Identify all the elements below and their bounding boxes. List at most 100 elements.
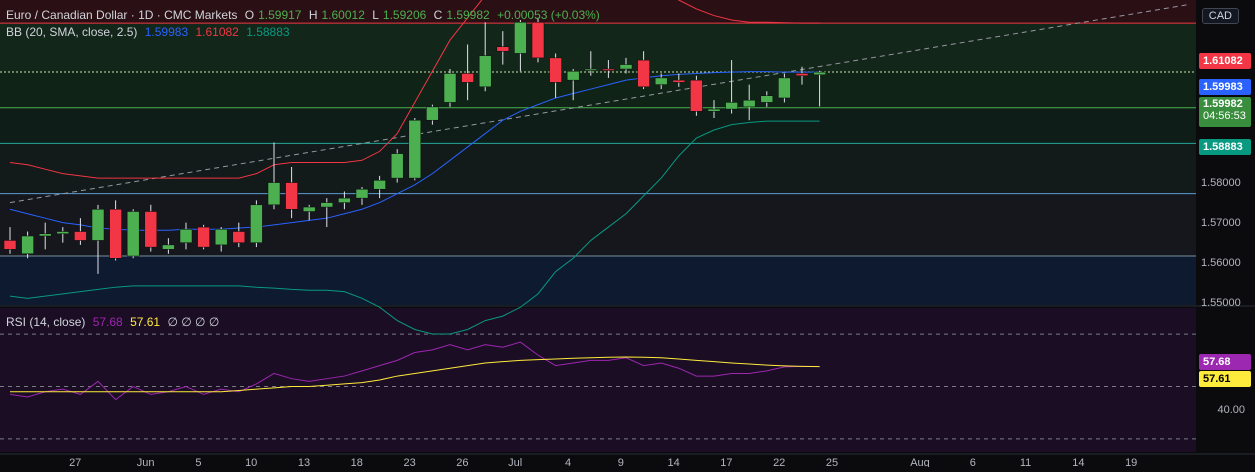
rsi-price-label: 57.68 (1199, 354, 1251, 370)
close-value: 1.59982 (446, 8, 490, 22)
candle-body-38 (672, 79, 686, 83)
candle-body-1 (21, 235, 34, 255)
upper-band-price-label: 1.61082 (1199, 53, 1251, 69)
time-tick-label: 22 (773, 457, 785, 467)
candle-body-5 (91, 209, 105, 241)
candle-body-21 (373, 180, 386, 190)
bb-lower-value: 1.58883 (246, 25, 290, 39)
time-tick-label: Aug (910, 457, 930, 467)
candle-body-3 (56, 231, 70, 235)
ohlc-high: H 1.60012 (309, 8, 365, 22)
candle-body-33 (584, 68, 598, 71)
ohlc-close: C 1.59982 (434, 8, 490, 22)
time-tick-label: 5 (195, 457, 201, 467)
candle-body-46 (813, 71, 826, 76)
candle-body-31 (549, 57, 562, 83)
candle-body-17 (302, 206, 316, 212)
lower-band-price-label: 1.58883 (1199, 139, 1251, 155)
rsi-label: RSI (14, close) (6, 315, 86, 329)
candle-body-42 (742, 99, 756, 108)
rsi-pane-bg (0, 308, 1196, 452)
time-tick-label: 4 (565, 457, 571, 467)
candle-body-12 (214, 229, 228, 246)
bb-upper-value: 1.61082 (195, 25, 239, 39)
candle-body-2 (38, 233, 52, 237)
rsi-extra-values: ∅ ∅ ∅ ∅ (167, 315, 220, 329)
candle-body-14 (250, 204, 263, 243)
candle-body-41 (725, 102, 738, 110)
time-tick-label: 17 (720, 457, 732, 467)
candle-body-23 (408, 119, 422, 179)
candle-body-22 (390, 153, 404, 179)
time-tick-label: 6 (970, 457, 976, 467)
symbol-legend[interactable]: Euro / Canadian Dollar · 1D · CMC Market… (6, 8, 604, 22)
candle-body-7 (126, 211, 140, 257)
bb-label: BB (20, SMA, close, 2.5) (6, 25, 138, 39)
candle-body-9 (162, 244, 175, 250)
rsi-value: 57.68 (92, 315, 123, 329)
bb-lower-line (9, 120, 820, 335)
currency-selector[interactable]: CAD (1201, 8, 1239, 24)
time-tick-label: 10 (245, 457, 257, 467)
candle-body-6 (109, 209, 122, 259)
zone-band-4 (0, 193, 1196, 257)
time-tick-label: 14 (667, 457, 679, 467)
price-tick-label: 1.58000 (1201, 177, 1241, 189)
trendline (9, 3, 1190, 204)
time-tick-label: 23 (403, 457, 415, 467)
basis-price-label: 1.59983 (1199, 79, 1251, 95)
rsi-ma-line (10, 356, 820, 393)
close-label: C (433, 8, 443, 22)
time-tick-label: 19 (1125, 457, 1137, 467)
last-price-value: 1.59982 (1203, 98, 1243, 110)
time-tick-label: 14 (1072, 457, 1084, 467)
open-value: 1.59917 (258, 8, 302, 22)
candle-body-26 (461, 73, 474, 83)
candle-body-45 (795, 73, 809, 76)
time-tick-label: 27 (69, 457, 81, 467)
candle-body-8 (144, 211, 158, 248)
rsi-ma-value: 57.61 (130, 315, 161, 329)
candle-body-36 (637, 59, 650, 88)
candle-body-19 (338, 197, 351, 203)
rsi-axis-level: 40.00 (1217, 404, 1245, 416)
low-label: L (372, 8, 379, 22)
candle-body-32 (566, 70, 580, 81)
time-tick-label: Jun (137, 457, 155, 467)
zone-above-upper (0, 0, 1196, 24)
candle-body-29 (514, 22, 527, 54)
candle-body-20 (355, 188, 369, 199)
candle-body-43 (760, 95, 774, 103)
zone-band-5 (0, 256, 1196, 305)
candle-body-40 (707, 108, 721, 112)
countdown-value: 04:56:53 (1203, 110, 1246, 122)
candle-body-13 (232, 231, 246, 243)
candle-body-16 (285, 182, 298, 210)
bb-basis-value: 1.59983 (144, 25, 189, 39)
time-tick-label: 11 (1020, 457, 1031, 467)
time-tick-label: 13 (298, 457, 310, 467)
time-tick-label: 26 (456, 457, 468, 467)
zone-band-2 (0, 107, 1196, 144)
time-tick-label: 25 (826, 457, 838, 467)
bb-legend[interactable]: BB (20, SMA, close, 2.5) 1.59983 1.61082… (6, 25, 294, 39)
rsi-legend[interactable]: RSI (14, close) 57.68 57.61 ∅ ∅ ∅ ∅ (6, 315, 223, 329)
ohlc-low: L 1.59206 (372, 8, 426, 22)
candle-body-11 (197, 226, 210, 248)
candle-body-34 (602, 68, 615, 71)
candle-body-0 (3, 240, 17, 250)
price-tick-label: 1.55000 (1201, 297, 1241, 309)
time-tick-label: 18 (351, 457, 363, 467)
candle-body-44 (778, 77, 791, 99)
candle-body-30 (531, 22, 545, 59)
zone-band-0 (0, 23, 1196, 73)
open-label: O (244, 8, 255, 22)
candle-body-15 (267, 182, 281, 206)
candle-body-25 (443, 73, 457, 103)
candle-body-28 (496, 46, 510, 52)
candle-body-39 (690, 79, 703, 112)
candle-body-37 (654, 77, 668, 85)
high-label: H (308, 8, 318, 22)
